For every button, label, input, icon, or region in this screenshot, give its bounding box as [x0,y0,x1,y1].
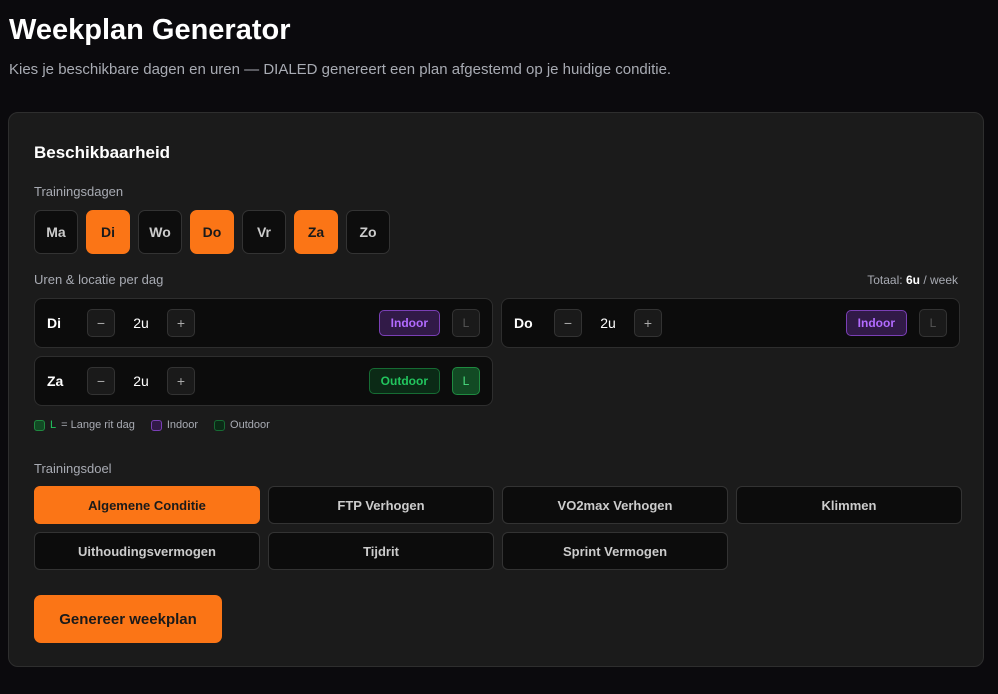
goal-option[interactable]: Sprint Vermogen [502,532,728,570]
section-title: Beschikbaarheid [34,143,171,162]
long-ride-toggle[interactable]: L [919,309,947,337]
goal-option[interactable]: Uithoudingsvermogen [34,532,260,570]
goal-option[interactable]: FTP Verhogen [268,486,494,524]
decrease-hours-button[interactable]: − [87,367,115,395]
total-prefix: Totaal: [867,273,903,287]
hours-label: Uren & locatie per dag [34,272,164,287]
goal-label: Trainingsdoel [34,461,112,476]
hours-value: 2u [600,315,616,331]
legend-outdoor: Outdoor [230,419,270,431]
goal-option[interactable]: Klimmen [736,486,962,524]
day-row-di: Di − 2u + Indoor L [34,298,493,348]
goal-option[interactable]: Tijdrit [268,532,494,570]
day-toggle-di[interactable]: Di [86,210,130,254]
day-toggle-wo[interactable]: Wo [138,210,182,254]
day-row-za: Za − 2u + Outdoor L [34,356,493,406]
long-ride-toggle[interactable]: L [452,309,480,337]
generate-button[interactable]: Genereer weekplan [34,595,222,643]
hours-value: 2u [133,373,149,389]
legend-indoor: Indoor [166,419,199,431]
row-day: Do [514,315,533,331]
day-toggle-ma[interactable]: Ma [34,210,78,254]
day-toggle-do[interactable]: Do [190,210,234,254]
indoor-swatch [150,419,162,431]
goal-option[interactable]: Algemene Conditie [34,486,260,524]
goal-option[interactable]: VO2max Verhogen [502,486,728,524]
long-ride-swatch [34,419,45,431]
hours-value: 2u [133,315,149,331]
legend-l-text: = Lange rit dag [61,419,135,431]
availability-card: Beschikbaarheid Trainingsdagen Ma Di Wo Do V… [8,112,984,667]
legend-l-key: L [50,419,57,431]
location-toggle[interactable]: Indoor [845,310,907,336]
row-day: Di [47,315,61,331]
increase-hours-button[interactable]: + [167,309,195,337]
total-suffix: / week [923,273,958,287]
row-day: Za [47,373,64,389]
day-row-do: Do − 2u + Indoor L [501,298,960,348]
goal-options: Algemene Conditie FTP Verhogen VO2max Verh… [34,486,962,570]
location-toggle[interactable]: Outdoor [368,368,440,394]
location-toggle[interactable]: Indoor [378,310,440,336]
decrease-hours-button[interactable]: − [87,309,115,337]
decrease-hours-button[interactable]: − [554,309,582,337]
total-hours: Totaal: 6u / week [867,273,958,287]
day-toggle-zo[interactable]: Zo [346,210,390,254]
day-toggle-vr[interactable]: Vr [242,210,286,254]
day-selector: Ma Di Wo Do Vr Za Zo [34,210,390,254]
legend: L = Lange rit dag Indoor Outdoor [34,419,270,431]
increase-hours-button[interactable]: + [167,367,195,395]
increase-hours-button[interactable]: + [634,309,662,337]
outdoor-swatch [214,419,226,431]
page-title: Weekplan Generator [9,14,291,46]
total-value: 6u [905,273,920,287]
days-label: Trainingsdagen [34,184,124,199]
day-toggle-za[interactable]: Za [294,210,338,254]
page-subtitle: Kies je beschikbare dagen en uren — DIAL… [9,61,672,78]
long-ride-toggle[interactable]: L [452,367,480,395]
